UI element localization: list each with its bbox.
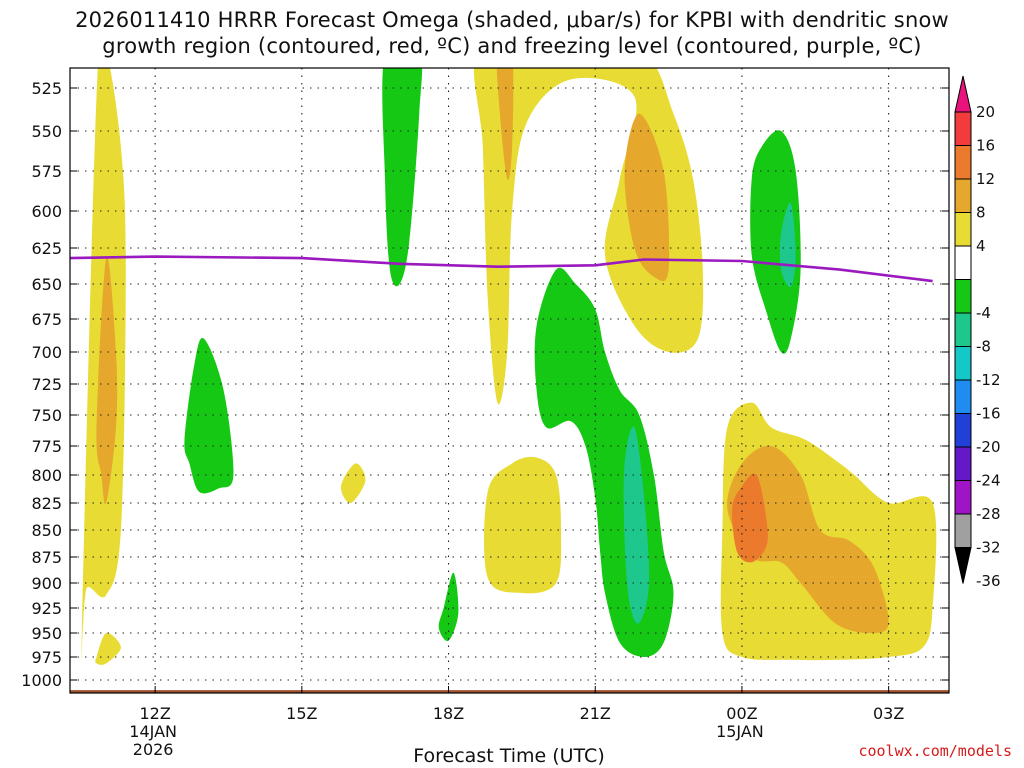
colorbar-swatch [954, 111, 972, 146]
x-tick-label: 03Z [873, 704, 904, 723]
colorbar-label: -36 [976, 572, 1001, 590]
colorbar-label: 16 [976, 137, 995, 155]
omega-region-green-blob-01z [750, 130, 801, 354]
colorbar-top-arrow [954, 75, 972, 113]
y-tick-label: 875 [31, 548, 62, 567]
y-tick-label: 700 [31, 343, 62, 362]
y-tick-label: 975 [31, 648, 62, 667]
colorbar-bottom-arrow [954, 547, 972, 584]
colorbar-label: -20 [976, 438, 1001, 456]
y-tick-label: 950 [31, 624, 62, 643]
y-tick-label: 925 [31, 599, 62, 618]
y-tick-label: 850 [31, 521, 62, 540]
colorbar-swatch [954, 212, 972, 247]
x-tick-date: 15JAN [716, 722, 764, 741]
x-tick-label: 18Z [433, 704, 464, 723]
colorbar-label: -24 [976, 472, 1001, 490]
x-tick-label: 00Z [726, 704, 757, 723]
omega-region-teal-core-22z [623, 426, 650, 624]
colorbar-label: -12 [976, 371, 1001, 389]
omega-region-green-blob-13z [184, 338, 234, 494]
omega-region-orange-upper-19z [496, 68, 514, 181]
colorbar-swatch [954, 312, 972, 347]
colorbar: 20 16 12 8 4 -4 -8 -12 -16 -20 -24 -28 -32 -36 [954, 75, 1001, 590]
colorbar-label: -28 [976, 505, 1001, 523]
y-tick-label: 525 [31, 79, 62, 98]
y-tick-label: 600 [31, 202, 62, 221]
colorbar-label: -4 [976, 304, 991, 322]
colorbar-label: 4 [976, 237, 986, 255]
chart-title-line2: growth region (contoured, red, ºC) and f… [102, 34, 922, 58]
colorbar-label: -32 [976, 539, 1001, 557]
colorbar-label: 12 [976, 170, 995, 188]
y-tick-label: 825 [31, 494, 62, 513]
colorbar-label: -16 [976, 405, 1001, 423]
colorbar-swatch [954, 379, 972, 414]
omega-region-dark-orange-core-00z [732, 473, 768, 563]
y-tick-label: 750 [31, 406, 62, 425]
x-axis-label: Forecast Time (UTC) [413, 745, 604, 767]
colorbar-swatch [954, 446, 972, 481]
colorbar-swatch [954, 178, 972, 213]
colorbar-swatch [954, 245, 972, 280]
y-tick-label: 625 [31, 239, 62, 258]
y-tick-label: 725 [31, 375, 62, 394]
y-axis-ticks: 525 550 575 600 625 650 675 700 725 750 775 800 825 8… [21, 79, 949, 690]
omega-shaded-regions [81, 68, 937, 665]
omega-region-yellow-blob-11z-low [95, 632, 121, 665]
freezing-level-contour [70, 255, 933, 283]
colorbar-swatch [954, 513, 972, 548]
y-tick-label: 900 [31, 574, 62, 593]
y-tick-label: 550 [31, 122, 62, 141]
colorbar-swatch [954, 413, 972, 448]
x-tick-label: 21Z [580, 704, 611, 723]
y-tick-label: 800 [31, 466, 62, 485]
omega-region-green-blob-18z [438, 572, 459, 642]
x-tick-date: 14JAN [129, 722, 177, 741]
x-tick-label: 12Z [139, 704, 170, 723]
y-tick-label: 1000 [21, 671, 62, 690]
credit-text: coolwx.com/models [858, 742, 1012, 760]
colorbar-label: -8 [976, 338, 991, 356]
x-tick-year: 2026 [133, 740, 174, 759]
colorbar-label: 8 [976, 204, 986, 222]
omega-region-yellow-blob-16z [340, 463, 366, 504]
omega-region-green-column-17z [382, 68, 423, 287]
plot-frame [69, 67, 950, 694]
terrain-band [70, 690, 949, 693]
y-tick-label: 675 [31, 310, 62, 329]
terrain-layer [70, 690, 949, 693]
omega-region-orange-upper-22z [624, 113, 670, 282]
omega-region-orange-lower-00z-03z [727, 445, 889, 634]
omega-region-yellow-blob-20z [483, 456, 562, 594]
y-tick-label: 575 [31, 162, 62, 181]
colorbar-swatch [954, 480, 972, 515]
colorbar-swatch [954, 279, 972, 314]
colorbar-label: 20 [976, 103, 995, 121]
x-tick-label: 15Z [286, 704, 317, 723]
freezing-level-line [70, 255, 933, 283]
y-tick-label: 650 [31, 275, 62, 294]
y-tick-label: 775 [31, 437, 62, 456]
chart-title-line1: 2026011410 HRRR Forecast Omega (shaded, … [75, 8, 949, 32]
colorbar-swatch [954, 346, 972, 381]
colorbar-swatch [954, 145, 972, 180]
omega-region-orange-core-11z [96, 256, 118, 505]
